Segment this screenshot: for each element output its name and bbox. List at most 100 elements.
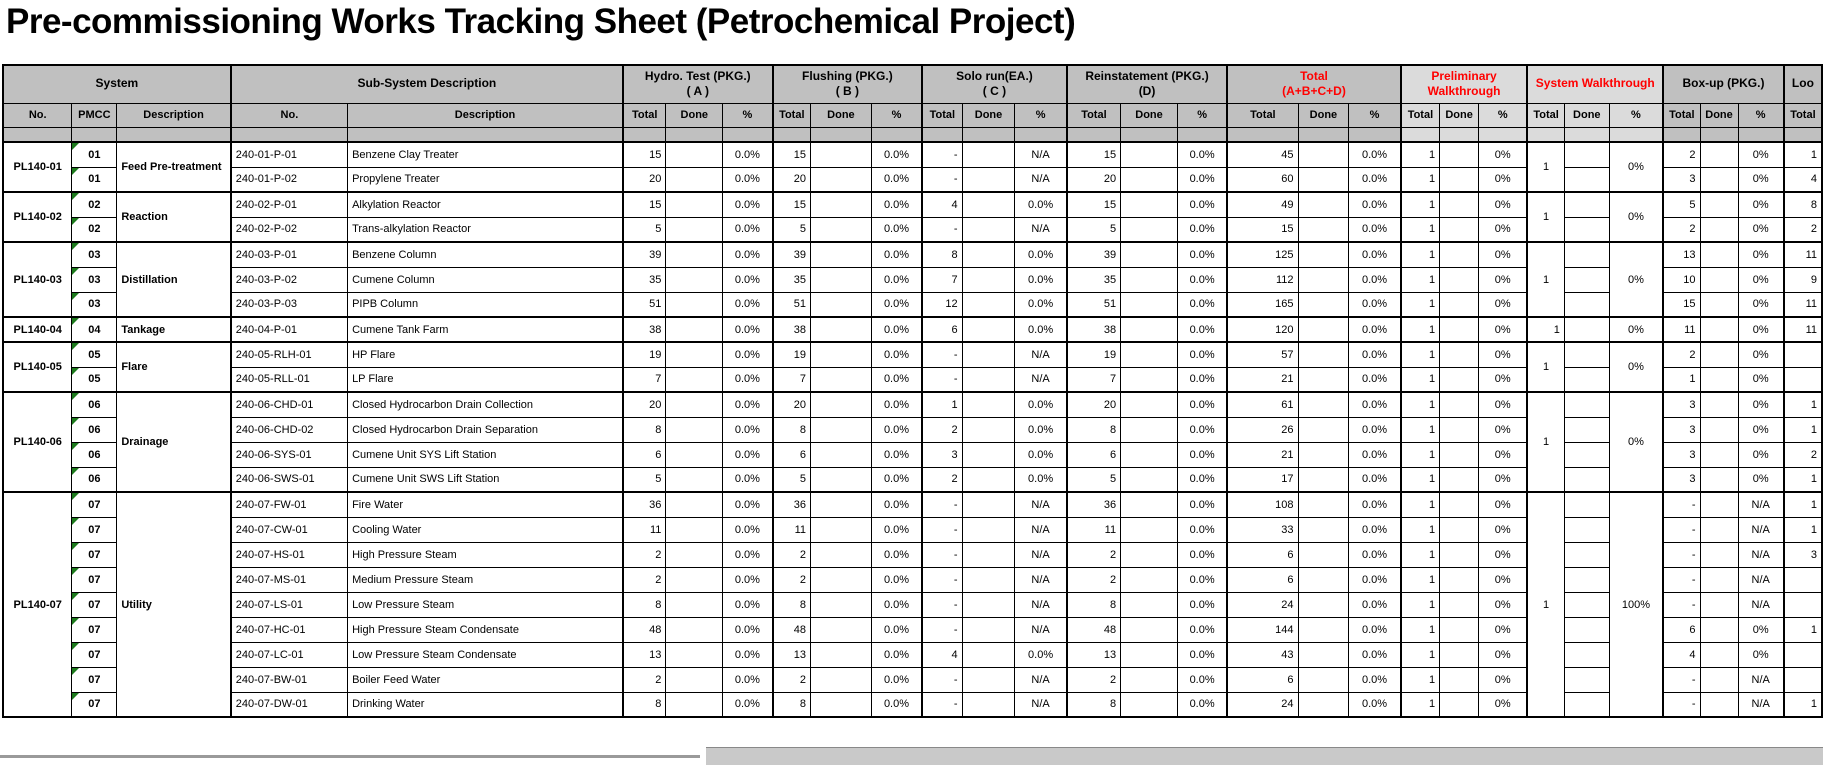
system-description-cell[interactable]: Feed Pre-treatment bbox=[116, 141, 232, 193]
subsystem-description-cell[interactable]: Medium Pressure Steam bbox=[347, 566, 624, 593]
reinst-done-cell[interactable] bbox=[1120, 316, 1178, 343]
reinst-pct-cell[interactable]: 0.0% bbox=[1176, 266, 1228, 293]
solo-total-cell[interactable]: 12 bbox=[921, 291, 963, 318]
subsystem-no-cell[interactable]: 240-03-P-03 bbox=[229, 291, 349, 318]
boxup-total-cell[interactable]: 4 bbox=[1662, 641, 1701, 668]
syswt-pct-cell[interactable]: 0% bbox=[1608, 191, 1664, 243]
flush-total-cell[interactable]: 8 bbox=[771, 691, 812, 718]
total-total-cell[interactable]: 144 bbox=[1226, 616, 1299, 643]
subheader-reinst-done[interactable]: Done bbox=[1120, 102, 1178, 128]
total-done-cell[interactable] bbox=[1297, 466, 1350, 493]
flush-pct-cell[interactable]: 0.0% bbox=[870, 291, 923, 318]
syswt-done-cell[interactable] bbox=[1563, 591, 1610, 618]
syswt-total-cell[interactable]: 1 bbox=[1526, 341, 1565, 393]
syswt-pct-cell[interactable]: 100% bbox=[1608, 491, 1664, 718]
subsystem-description-cell[interactable]: Fire Water bbox=[347, 491, 624, 518]
reinst-total-cell[interactable]: 35 bbox=[1065, 266, 1122, 293]
subsystem-description-cell[interactable]: Cooling Water bbox=[347, 516, 624, 543]
subheader-hydro-total[interactable]: Total bbox=[621, 102, 667, 128]
hydro-total-cell[interactable]: 5 bbox=[621, 216, 667, 243]
boxup-total-cell[interactable]: 13 bbox=[1662, 241, 1701, 268]
pmcc-cell[interactable]: 07 bbox=[71, 491, 118, 518]
subsystem-description-cell[interactable]: Benzene Clay Treater bbox=[347, 141, 624, 168]
loop-total-cell[interactable]: 1 bbox=[1782, 141, 1823, 168]
total-pct-cell[interactable]: 0.0% bbox=[1348, 266, 1402, 293]
flush-total-cell[interactable]: 36 bbox=[771, 491, 812, 518]
total-done-cell[interactable] bbox=[1297, 441, 1350, 468]
boxup-pct-cell[interactable]: 0% bbox=[1737, 141, 1785, 168]
syswt-done-cell[interactable] bbox=[1563, 666, 1610, 693]
boxup-pct-cell[interactable]: N/A bbox=[1737, 591, 1785, 618]
subheader-flush-pct[interactable]: % bbox=[870, 102, 923, 128]
reinst-total-cell[interactable]: 2 bbox=[1065, 566, 1122, 593]
total-pct-cell[interactable]: 0.0% bbox=[1348, 191, 1402, 218]
prelim-pct-cell[interactable]: 0% bbox=[1478, 516, 1528, 543]
prelim-done-cell[interactable] bbox=[1439, 241, 1480, 268]
system-description-cell[interactable]: Drainage bbox=[116, 391, 232, 493]
flush-total-cell[interactable]: 15 bbox=[771, 141, 812, 168]
hydro-total-cell[interactable]: 8 bbox=[621, 691, 667, 718]
reinst-pct-cell[interactable]: 0.0% bbox=[1176, 441, 1228, 468]
pmcc-cell[interactable]: 07 bbox=[71, 641, 118, 668]
boxup-total-cell[interactable]: - bbox=[1662, 591, 1701, 618]
solo-pct-cell[interactable]: 0.0% bbox=[1014, 241, 1068, 268]
flush-pct-cell[interactable]: 0.0% bbox=[870, 516, 923, 543]
flush-pct-cell[interactable]: 0.0% bbox=[870, 366, 923, 393]
total-total-cell[interactable]: 165 bbox=[1226, 291, 1299, 318]
reinst-done-cell[interactable] bbox=[1120, 541, 1178, 568]
syswt-done-cell[interactable] bbox=[1563, 616, 1610, 643]
subheader-syswt-done[interactable]: Done bbox=[1563, 102, 1610, 128]
solo-done-cell[interactable] bbox=[961, 366, 1016, 393]
reinst-pct-cell[interactable]: 0.0% bbox=[1176, 166, 1228, 193]
solo-pct-cell[interactable]: N/A bbox=[1014, 541, 1068, 568]
prelim-total-cell[interactable]: 1 bbox=[1399, 141, 1441, 168]
hydro-done-cell[interactable] bbox=[665, 691, 724, 718]
reinst-total-cell[interactable]: 36 bbox=[1065, 491, 1122, 518]
subheader-sub-description[interactable]: Description bbox=[347, 102, 624, 128]
hydro-pct-cell[interactable]: 0.0% bbox=[722, 191, 774, 218]
hydro-pct-cell[interactable]: 0.0% bbox=[722, 316, 774, 343]
prelim-total-cell[interactable]: 1 bbox=[1399, 291, 1441, 318]
prelim-pct-cell[interactable]: 0% bbox=[1478, 391, 1528, 418]
hydro-done-cell[interactable] bbox=[665, 266, 724, 293]
solo-total-cell[interactable]: 4 bbox=[921, 641, 963, 668]
flush-done-cell[interactable] bbox=[810, 591, 872, 618]
hydro-pct-cell[interactable]: 0.0% bbox=[722, 466, 774, 493]
system-no-cell[interactable]: PL140-01 bbox=[2, 141, 73, 193]
flush-total-cell[interactable]: 20 bbox=[771, 391, 812, 418]
subheader-no[interactable]: No. bbox=[2, 102, 73, 128]
solo-pct-cell[interactable]: 0.0% bbox=[1014, 416, 1068, 443]
header-solo-run[interactable]: Solo run(EA.) ( C ) bbox=[921, 64, 1068, 104]
loop-total-cell[interactable]: 2 bbox=[1782, 216, 1823, 243]
syswt-done-cell[interactable] bbox=[1563, 341, 1610, 368]
total-total-cell[interactable]: 57 bbox=[1226, 341, 1299, 368]
reinst-pct-cell[interactable]: 0.0% bbox=[1176, 191, 1228, 218]
total-done-cell[interactable] bbox=[1297, 616, 1350, 643]
flush-pct-cell[interactable]: 0.0% bbox=[870, 466, 923, 493]
flush-pct-cell[interactable]: 0.0% bbox=[870, 691, 923, 718]
solo-done-cell[interactable] bbox=[961, 266, 1016, 293]
prelim-total-cell[interactable]: 1 bbox=[1399, 341, 1441, 368]
hydro-pct-cell[interactable]: 0.0% bbox=[722, 691, 774, 718]
subheader-total-done[interactable]: Done bbox=[1297, 102, 1350, 128]
solo-total-cell[interactable]: - bbox=[921, 541, 963, 568]
reinst-pct-cell[interactable]: 0.0% bbox=[1176, 591, 1228, 618]
subheader-boxup-total[interactable]: Total bbox=[1662, 102, 1701, 128]
solo-total-cell[interactable]: - bbox=[921, 516, 963, 543]
subsystem-description-cell[interactable]: High Pressure Steam Condensate bbox=[347, 616, 624, 643]
reinst-pct-cell[interactable]: 0.0% bbox=[1176, 216, 1228, 243]
prelim-pct-cell[interactable]: 0% bbox=[1478, 691, 1528, 718]
loop-total-cell[interactable]: 4 bbox=[1782, 166, 1823, 193]
prelim-done-cell[interactable] bbox=[1439, 691, 1480, 718]
solo-pct-cell[interactable]: 0.0% bbox=[1014, 191, 1068, 218]
solo-total-cell[interactable]: - bbox=[921, 491, 963, 518]
loop-total-cell[interactable]: 1 bbox=[1782, 516, 1823, 543]
hydro-done-cell[interactable] bbox=[665, 541, 724, 568]
flush-pct-cell[interactable]: 0.0% bbox=[870, 166, 923, 193]
total-pct-cell[interactable]: 0.0% bbox=[1348, 616, 1402, 643]
pmcc-cell[interactable]: 07 bbox=[71, 566, 118, 593]
syswt-done-cell[interactable] bbox=[1563, 566, 1610, 593]
solo-done-cell[interactable] bbox=[961, 591, 1016, 618]
total-done-cell[interactable] bbox=[1297, 566, 1350, 593]
boxup-total-cell[interactable]: 1 bbox=[1662, 366, 1701, 393]
